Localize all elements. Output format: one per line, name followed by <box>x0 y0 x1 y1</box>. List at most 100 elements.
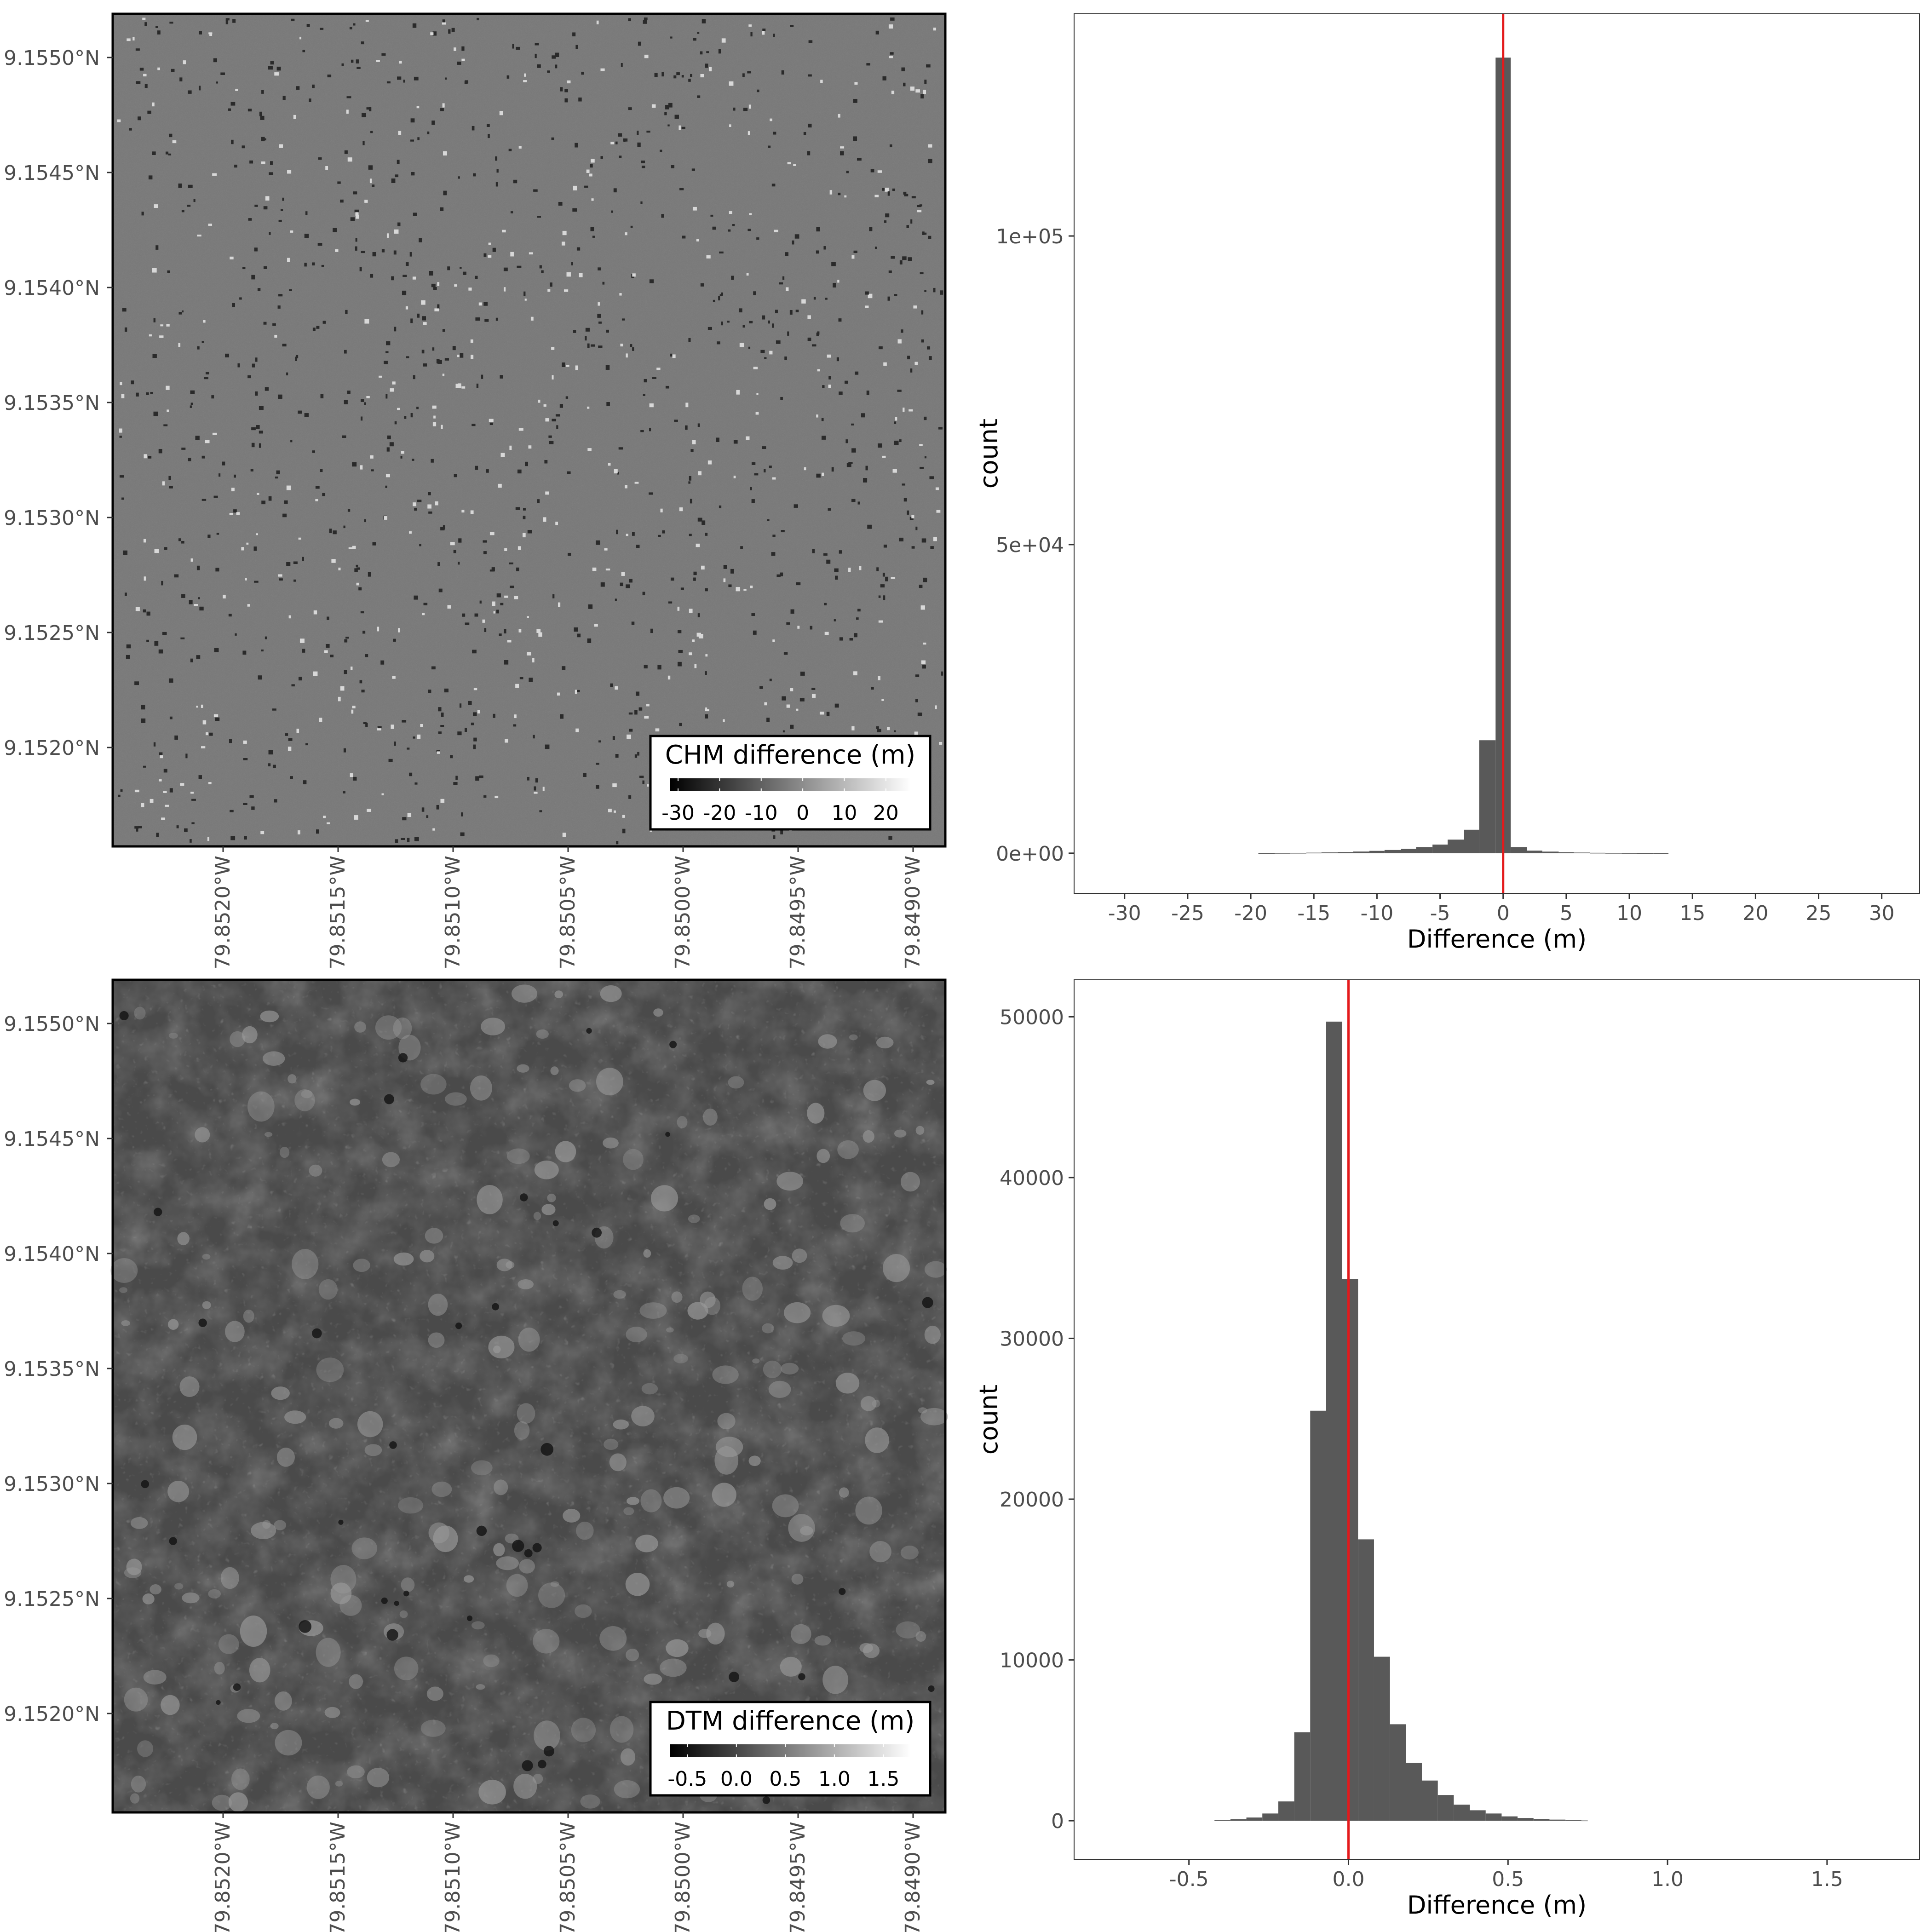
chm-speckle <box>288 615 291 619</box>
dtm-patch <box>167 1480 190 1502</box>
chm-speckle <box>222 461 225 466</box>
chm-speckle <box>544 460 548 464</box>
chm-speckle <box>417 734 421 739</box>
chm-speckle <box>839 391 843 395</box>
chm-speckle <box>417 313 420 318</box>
chm-speckle <box>853 250 857 253</box>
chm-histogram-x-tick-label: -20 <box>1234 902 1267 925</box>
chm-speckle <box>410 139 414 142</box>
chm-speckle <box>223 594 226 598</box>
dtm-x-tick-label: 79.8505°W <box>556 1822 580 1932</box>
chm-speckle <box>361 690 365 693</box>
chm-speckle <box>519 677 523 679</box>
dtm-patch <box>575 1604 592 1618</box>
chm-speckle <box>393 250 397 255</box>
dtm-patch <box>517 1403 535 1424</box>
chm-speckle <box>261 137 265 142</box>
chm-speckle <box>552 419 557 422</box>
chm-speckle <box>472 424 476 426</box>
chm-speckle <box>333 228 337 232</box>
chm-speckle <box>606 329 609 333</box>
chm-speckle <box>247 604 250 607</box>
chm-speckle <box>268 763 271 766</box>
dtm-patch <box>614 1780 640 1799</box>
chm-speckle <box>431 666 436 670</box>
chm-speckle <box>468 288 472 291</box>
dtm-dark-spot <box>398 1053 408 1063</box>
chm-speckle <box>585 336 587 341</box>
chm-speckle <box>243 740 247 744</box>
chm-speckle <box>312 450 315 453</box>
dtm-histogram-x-tick-label: 0.5 <box>1492 1868 1524 1891</box>
chm-speckle <box>162 632 167 635</box>
dtm-patch <box>818 1034 837 1049</box>
chm-speckle <box>242 267 246 270</box>
chm-speckle <box>696 632 701 637</box>
chm-histogram-bar <box>1384 850 1401 853</box>
chm-speckle <box>706 255 711 259</box>
chm-speckle <box>159 335 164 338</box>
dtm-dark-spot <box>299 1620 312 1633</box>
chm-speckle <box>354 568 358 572</box>
chm-speckle <box>125 592 127 596</box>
chm-speckle <box>188 184 193 188</box>
chm-speckle <box>729 81 734 86</box>
chm-speckle <box>468 701 472 705</box>
chm-speckle <box>188 90 192 94</box>
chm-histogram-bar <box>1353 851 1369 853</box>
chm-speckle <box>885 213 890 218</box>
chm-speckle <box>280 209 283 211</box>
chm-speckle <box>344 350 347 354</box>
chm-speckle <box>344 670 347 674</box>
chm-speckle <box>214 648 219 653</box>
chm-speckle <box>787 331 789 336</box>
dtm-patch <box>717 1413 736 1430</box>
chm-speckle <box>672 354 676 358</box>
chm-speckle <box>935 705 937 709</box>
chm-speckle <box>754 473 759 476</box>
chm-speckle <box>461 812 463 816</box>
chm-speckle <box>434 308 439 311</box>
chm-speckle <box>748 346 751 349</box>
chm-speckle <box>208 224 213 226</box>
dtm-patch <box>493 1543 505 1557</box>
chm-speckle <box>344 400 348 404</box>
dtm-patch <box>563 1508 581 1523</box>
chm-speckle <box>122 308 126 312</box>
chm-x-tick-label: 79.8515°W <box>326 856 350 969</box>
chm-histogram-bar <box>1653 853 1669 854</box>
chm-speckle <box>208 782 212 784</box>
chm-speckle <box>851 499 856 502</box>
chm-speckle <box>753 367 758 369</box>
chm-speckle <box>608 809 612 812</box>
dtm-colorbar-label: 1.5 <box>867 1767 899 1791</box>
chm-histogram-bar <box>1338 852 1353 853</box>
chm-speckle <box>450 542 455 546</box>
chm-speckle <box>438 731 442 734</box>
dtm-patch <box>666 1327 674 1333</box>
chm-speckle <box>640 430 644 432</box>
chm-speckle <box>790 25 794 27</box>
chm-speckle <box>377 627 380 632</box>
dtm-patch <box>842 1331 866 1346</box>
chm-speckle <box>810 626 813 630</box>
chm-speckle <box>129 128 132 131</box>
chm-speckle <box>527 530 532 534</box>
chm-speckle <box>688 481 690 484</box>
chm-speckle <box>353 191 357 195</box>
chm-speckle <box>386 341 391 345</box>
chm-speckle <box>458 176 460 179</box>
chm-speckle <box>612 783 617 788</box>
chm-speckle <box>590 227 594 231</box>
chm-speckle <box>203 320 206 323</box>
chm-speckle <box>285 733 288 736</box>
chm-speckle <box>596 540 600 545</box>
chm-speckle <box>326 644 330 648</box>
chm-speckle <box>875 30 879 34</box>
chm-speckle <box>824 603 827 606</box>
chm-speckle <box>723 719 725 722</box>
chm-speckle <box>493 713 495 718</box>
dtm-patch <box>328 1418 344 1429</box>
chm-speckle <box>258 675 262 680</box>
chm-speckle <box>178 312 182 315</box>
